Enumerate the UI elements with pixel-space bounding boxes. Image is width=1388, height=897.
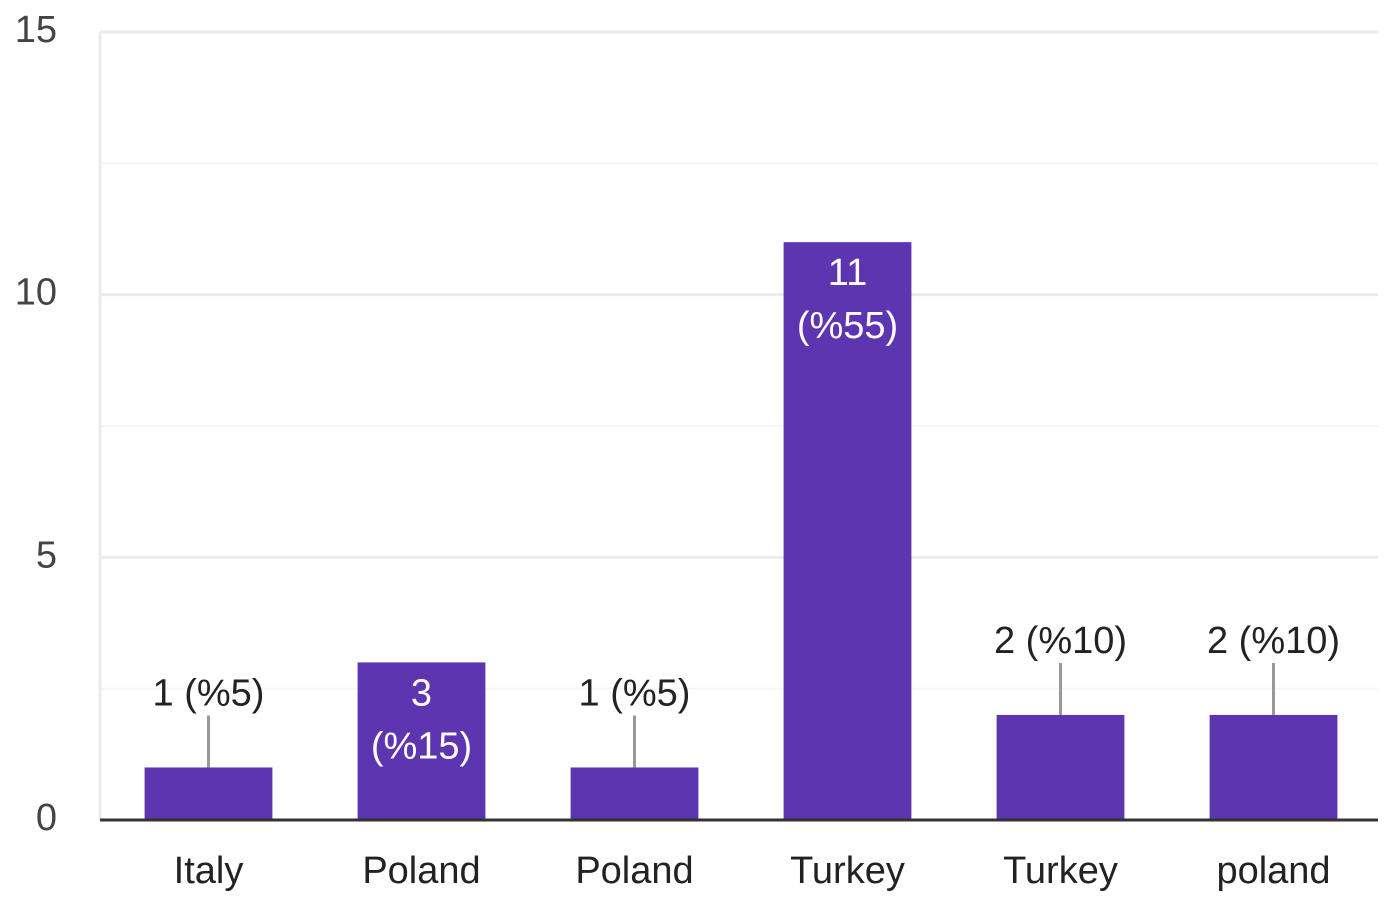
data-label: 1 (%5) xyxy=(579,672,691,714)
y-tick-label: 5 xyxy=(36,534,57,576)
x-tick-label: poland xyxy=(1216,850,1330,892)
bar xyxy=(1209,714,1338,820)
x-tick-label: Turkey xyxy=(790,850,905,892)
x-tick-label: Poland xyxy=(575,850,693,892)
x-tick-label: Poland xyxy=(362,850,480,892)
bar xyxy=(783,242,912,821)
bar xyxy=(996,714,1125,820)
x-tick-label: Italy xyxy=(174,850,244,892)
data-label: 2 (%10) xyxy=(994,620,1127,662)
y-tick-label: 15 xyxy=(15,9,57,51)
y-tick-label: 0 xyxy=(36,797,57,839)
bar xyxy=(570,767,699,820)
y-tick-label: 10 xyxy=(15,272,57,314)
data-label: 2 (%10) xyxy=(1207,620,1340,662)
x-tick-label: Turkey xyxy=(1003,850,1118,892)
data-label: 11 (%55) xyxy=(797,252,898,347)
bar xyxy=(357,662,486,820)
data-label: 3 (%15) xyxy=(371,672,472,767)
bar xyxy=(144,767,273,820)
data-label: 1 (%5) xyxy=(153,672,265,714)
